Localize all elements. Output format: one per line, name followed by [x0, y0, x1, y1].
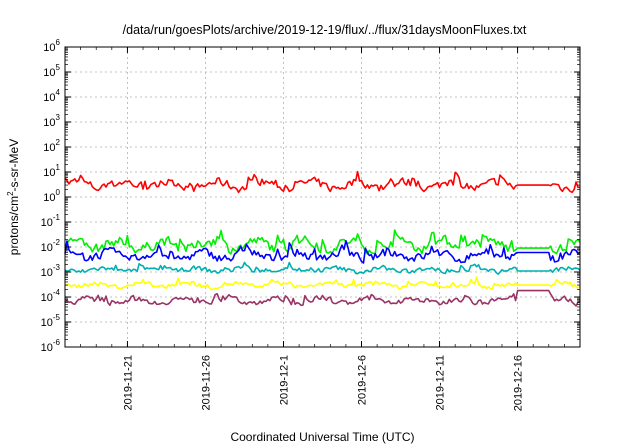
- series-line: [64, 276, 581, 291]
- y-axis-label-post: -s-sr-MeV: [7, 139, 21, 192]
- y-tick-label: 102: [43, 138, 60, 154]
- y-axis-label: protons/cm2-s-sr-MeV: [6, 139, 21, 255]
- y-tick-label: 10-1: [41, 213, 61, 229]
- y-tick-label: 10-3: [41, 263, 61, 279]
- y-tick-label: 101: [43, 163, 60, 179]
- y-tick-label: 104: [43, 88, 60, 104]
- y-tick-label: 10-2: [41, 238, 61, 254]
- y-tick-label: 100: [43, 188, 60, 204]
- x-tick-label: 2019-11-26: [200, 355, 212, 410]
- x-tick-label: 2019-11-21: [122, 355, 134, 410]
- x-tick-label: 2019-12-11: [435, 355, 447, 410]
- grid: [65, 47, 580, 347]
- x-tick-label: 2019-12-16: [513, 355, 525, 411]
- y-axis-label-pre: protons/cm: [7, 196, 21, 255]
- chart-title: /data/run/goesPlots/archive/2019-12-19/f…: [123, 23, 527, 37]
- series-line: [64, 229, 581, 255]
- y-tick-label: 10-6: [41, 338, 61, 354]
- series-line: [64, 170, 581, 194]
- series-layer: [64, 170, 581, 307]
- x-tick-label: 2019-12-6: [357, 355, 369, 405]
- x-axis-label: Coordinated Universal Time (UTC): [230, 430, 414, 444]
- series-line: [64, 289, 581, 307]
- y-tick-label: 105: [43, 63, 60, 79]
- x-tick-label: 2019-12-1: [278, 355, 290, 405]
- plot-frame: [64, 46, 581, 348]
- x-ticks: 2019-11-21 2019-11-26 2019-12-1 2019-12-6 20…: [64, 47, 581, 411]
- y-axis-label-sup: 2: [6, 191, 15, 196]
- y-ticks: 10-6 10-5 10-4 10-3 10-2 10-1 100 101 102 103 104 1…: [41, 38, 580, 354]
- series-line: [64, 261, 581, 276]
- y-tick-label: 10-4: [41, 288, 61, 304]
- y-tick-label: 10-5: [41, 313, 61, 329]
- series-line: [64, 240, 581, 264]
- y-tick-label: 106: [43, 38, 60, 54]
- y-tick-label: 103: [43, 113, 60, 129]
